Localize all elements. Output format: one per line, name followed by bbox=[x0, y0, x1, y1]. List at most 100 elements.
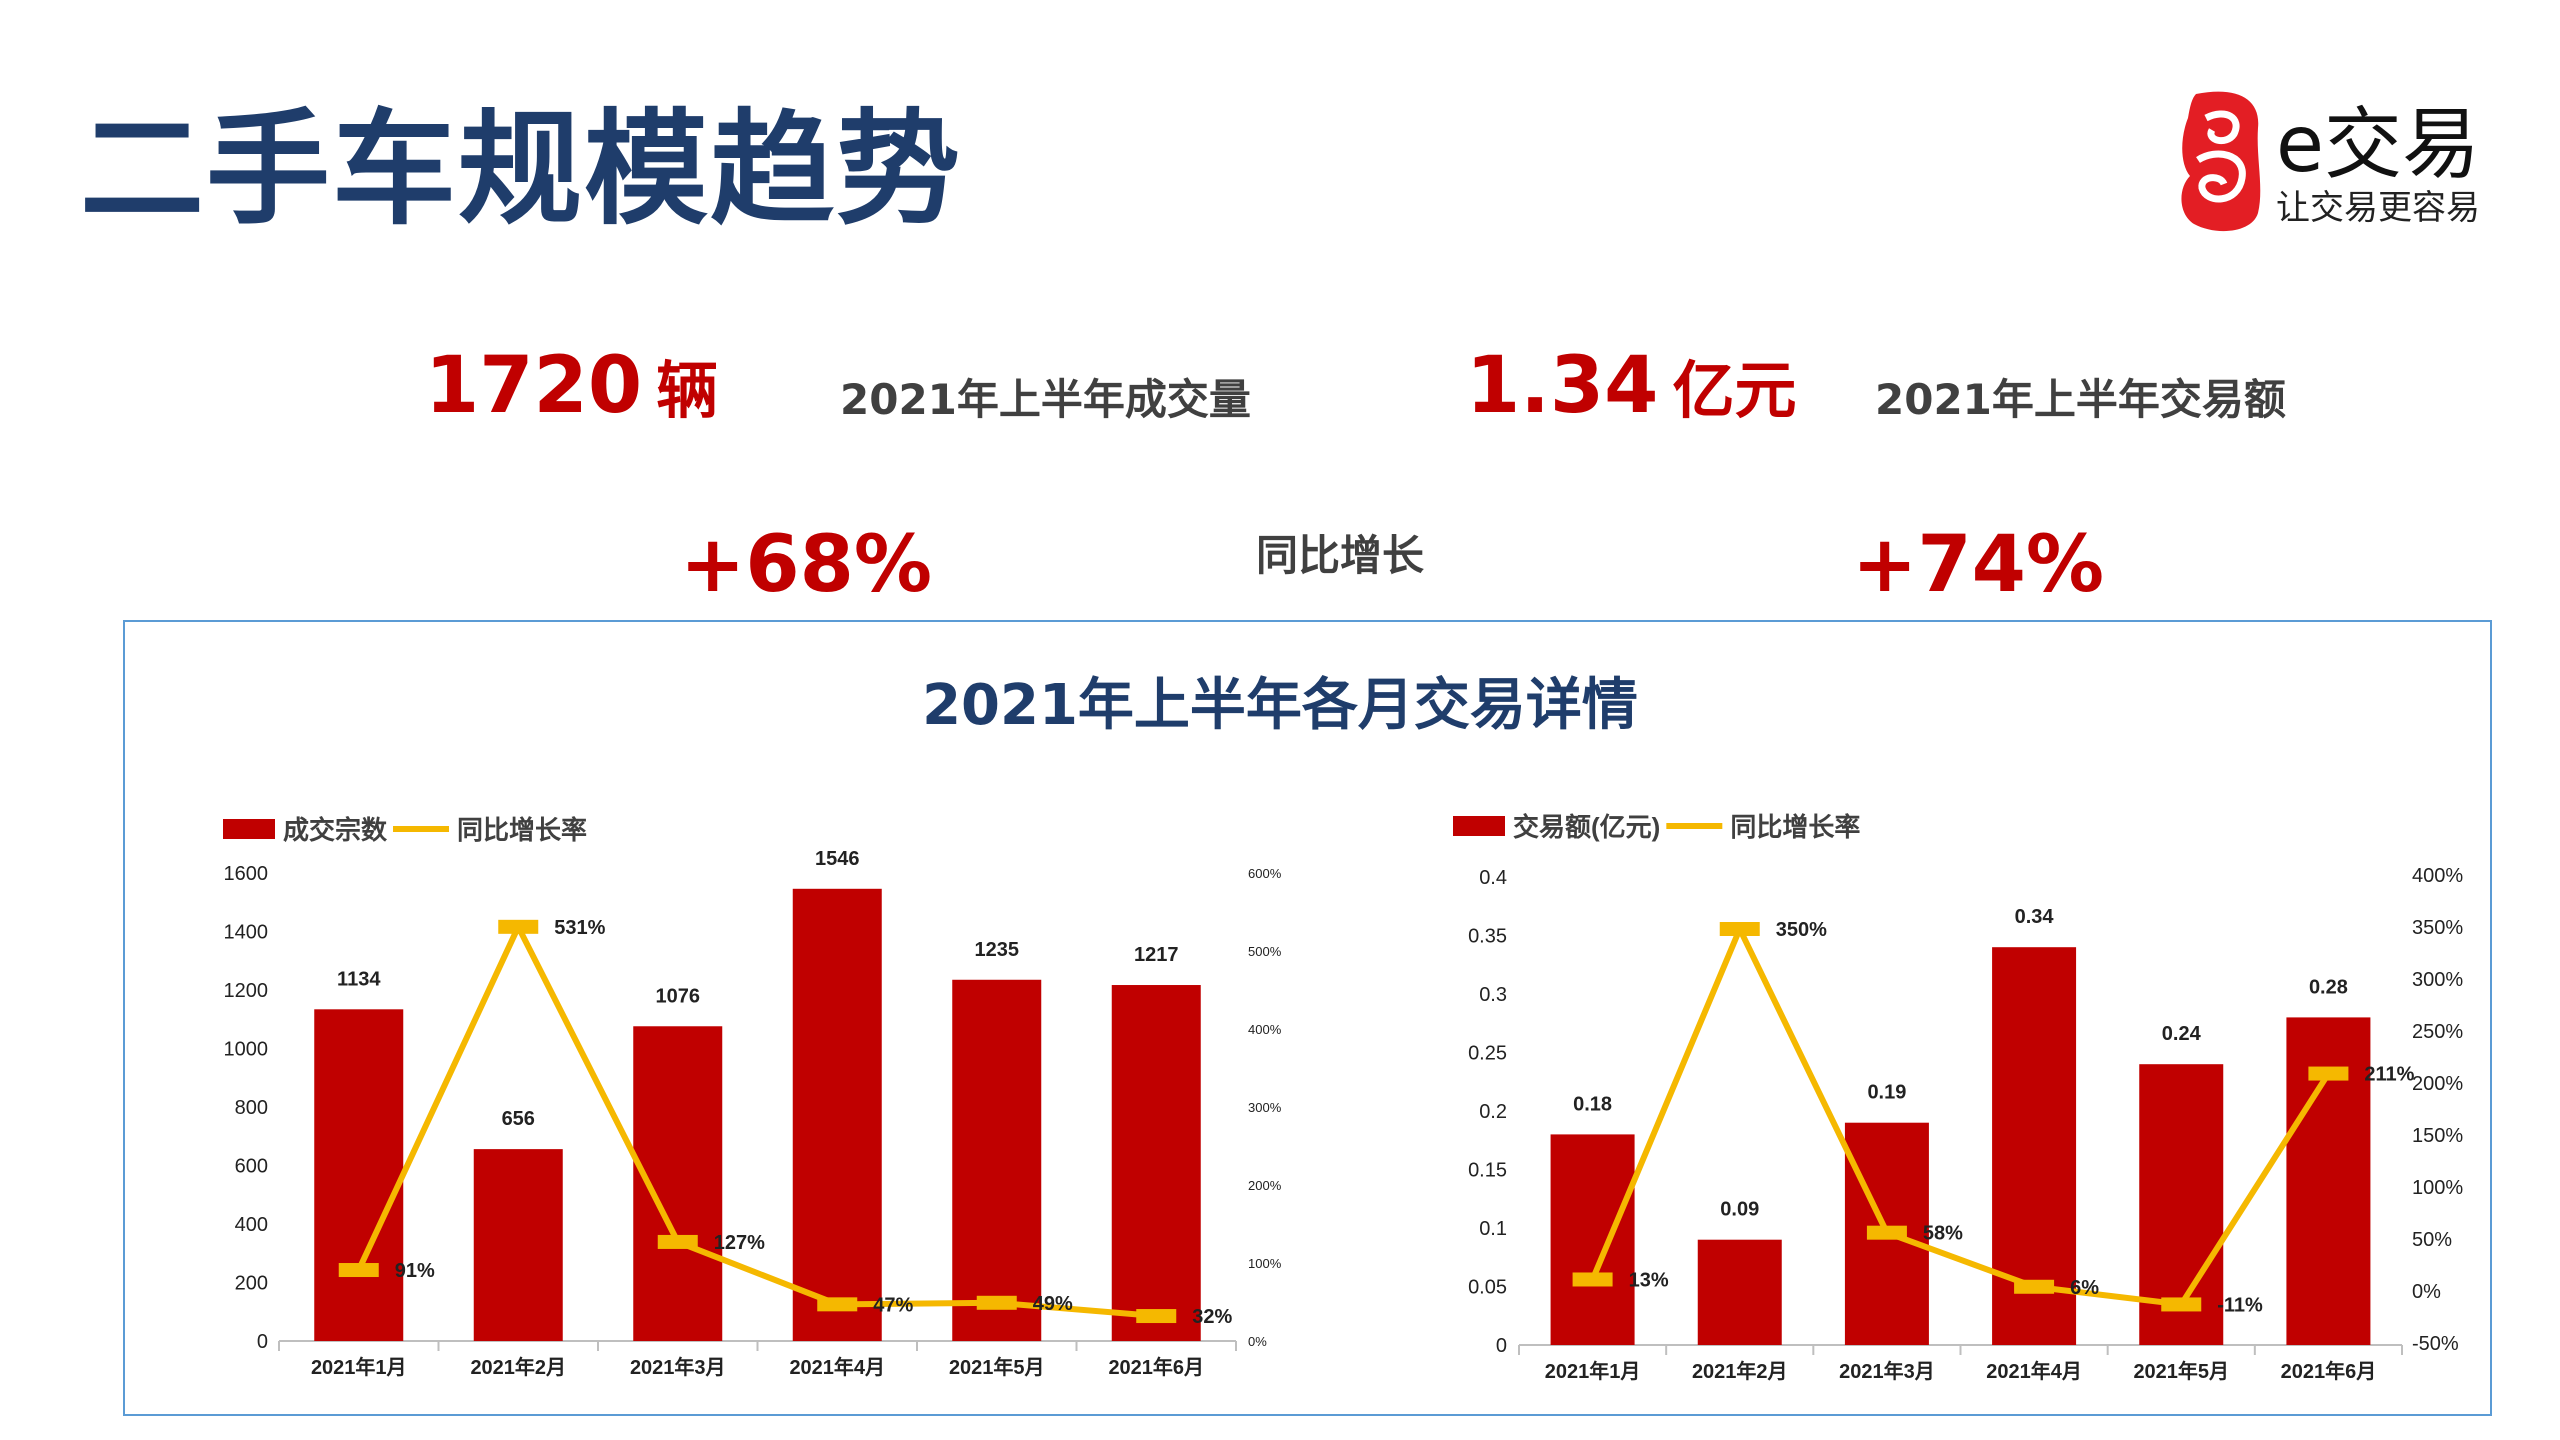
kpi-volume-unit: 辆 bbox=[656, 354, 719, 427]
growth-data-label: 127% bbox=[714, 1232, 765, 1254]
growth-marker bbox=[817, 1297, 858, 1312]
growth-data-label: 49% bbox=[1033, 1293, 1073, 1315]
bar-data-label: 656 bbox=[502, 1108, 535, 1130]
bar-data-label: 0.18 bbox=[1573, 1093, 1612, 1115]
x-axis-tick-label: 2021年3月 bbox=[630, 1355, 726, 1379]
x-axis-tick-label: 2021年5月 bbox=[2133, 1359, 2229, 1383]
growth-marker bbox=[1719, 922, 1760, 936]
legend-bar-label: 交易额(亿元) bbox=[1513, 812, 1660, 842]
bar-data-label: 1076 bbox=[656, 985, 701, 1007]
right-axis-tick: 300% bbox=[1248, 1100, 1282, 1115]
bar-data-label: 1235 bbox=[975, 939, 1020, 961]
x-axis-tick-label: 2021年2月 bbox=[1692, 1359, 1788, 1383]
left-axis-tick: 800 bbox=[235, 1097, 268, 1119]
right-axis-tick: 300% bbox=[2412, 969, 2463, 991]
x-axis-tick-label: 2021年6月 bbox=[1108, 1355, 1204, 1379]
growth-data-label: 91% bbox=[395, 1260, 435, 1282]
left-axis-tick: 0.3 bbox=[1479, 984, 1507, 1006]
growth-marker bbox=[1866, 1225, 1907, 1240]
right-axis-tick: 100% bbox=[2412, 1177, 2463, 1199]
growth-marker bbox=[1572, 1272, 1613, 1287]
left-axis-tick: 200 bbox=[235, 1273, 268, 1295]
brand-logo: e交易 让交易更容易 bbox=[2176, 88, 2486, 234]
monthly-detail-panel bbox=[123, 620, 2492, 1416]
kpi-volume-label: 2021年上半年成交量 bbox=[840, 375, 1251, 424]
x-axis-tick-label: 2021年2月 bbox=[470, 1355, 566, 1379]
left-axis-tick: 1600 bbox=[224, 863, 269, 885]
growth-data-label: 47% bbox=[873, 1294, 913, 1316]
kpi-volume-value: 1720 bbox=[425, 341, 643, 431]
legend-line-label: 同比增长率 bbox=[1730, 812, 1860, 842]
x-axis-tick-label: 2021年3月 bbox=[1839, 1359, 1935, 1383]
growth-data-label: 32% bbox=[1192, 1306, 1232, 1328]
bar-data-label: 0.34 bbox=[2015, 906, 2055, 928]
left-axis-tick: 600 bbox=[235, 1156, 268, 1178]
growth-marker bbox=[2161, 1297, 2202, 1312]
right-axis-tick: 50% bbox=[2412, 1229, 2452, 1251]
right-axis-tick: 400% bbox=[1248, 1022, 1282, 1037]
right-axis-tick: 500% bbox=[1248, 944, 1282, 959]
bar bbox=[1697, 1239, 1782, 1345]
growth-data-label: 531% bbox=[554, 917, 605, 939]
legend-bar-swatch bbox=[1453, 816, 1505, 836]
kpi-amount-growth: +74% bbox=[1852, 520, 2105, 610]
growth-data-label: -11% bbox=[2217, 1294, 2263, 1316]
x-axis-tick-label: 2021年1月 bbox=[311, 1355, 407, 1379]
bar-data-label: 1217 bbox=[1134, 944, 1179, 966]
right-axis-tick: 100% bbox=[1248, 1256, 1282, 1271]
x-axis-tick-label: 2021年1月 bbox=[1545, 1359, 1641, 1383]
kpi-volume-growth: +68% bbox=[680, 520, 933, 610]
legend-line-label: 同比增长率 bbox=[457, 815, 587, 845]
legend-bar-label: 成交宗数 bbox=[283, 815, 388, 845]
x-axis-tick-label: 2021年4月 bbox=[789, 1355, 885, 1379]
left-axis-tick: 0 bbox=[257, 1331, 268, 1353]
right-axis-tick: 0% bbox=[2412, 1281, 2441, 1303]
left-axis-tick: 1200 bbox=[224, 980, 269, 1002]
growth-marker bbox=[2308, 1066, 2349, 1081]
left-axis-tick: 1000 bbox=[224, 1039, 269, 1061]
bar-data-label: 1134 bbox=[337, 968, 381, 990]
right-axis-tick: -50% bbox=[2412, 1333, 2459, 1355]
kpi-amount-label: 2021年上半年交易额 bbox=[1875, 375, 2286, 424]
bar-data-label: 0.09 bbox=[1720, 1199, 1759, 1221]
left-axis-tick: 0.05 bbox=[1468, 1277, 1507, 1299]
left-axis-tick: 0.1 bbox=[1479, 1218, 1507, 1240]
growth-line bbox=[356, 923, 1157, 1320]
bar bbox=[952, 979, 1042, 1341]
growth-marker bbox=[498, 919, 539, 934]
right-axis-tick: 600% bbox=[1248, 866, 1282, 881]
panel-title: 2021年上半年各月交易详情 bbox=[922, 673, 1638, 738]
bar-data-label: 1546 bbox=[815, 848, 860, 870]
x-axis-tick-label: 2021年4月 bbox=[1986, 1359, 2082, 1383]
bar bbox=[1550, 1134, 1635, 1345]
left-axis-tick: 0.4 bbox=[1479, 867, 1507, 889]
left-axis-tick: 1400 bbox=[224, 922, 269, 944]
bar bbox=[792, 888, 882, 1341]
right-axis-tick: 200% bbox=[1248, 1178, 1282, 1193]
left-axis-tick: 0.35 bbox=[1468, 926, 1507, 948]
left-axis-tick: 0.15 bbox=[1468, 1160, 1507, 1182]
logo-wordmark: e交易 bbox=[2276, 100, 2480, 190]
page-title: 二手车规模趋势 bbox=[80, 98, 963, 242]
growth-marker bbox=[657, 1234, 698, 1249]
left-axis-tick: 0.25 bbox=[1468, 1043, 1507, 1065]
growth-data-label: 350% bbox=[1776, 919, 1827, 941]
right-axis-tick: 350% bbox=[2412, 917, 2463, 939]
kpi-amount-value: 1.34 bbox=[1466, 341, 1659, 431]
right-axis-tick: 150% bbox=[2412, 1125, 2463, 1147]
bar bbox=[473, 1149, 563, 1341]
logo-slogan: 让交易更容易 bbox=[2276, 188, 2480, 228]
right-axis-tick: 0% bbox=[1248, 1334, 1267, 1349]
right-axis-tick: 200% bbox=[2412, 1073, 2463, 1095]
legend-bar-swatch bbox=[223, 819, 275, 839]
growth-marker bbox=[338, 1263, 379, 1278]
kpi-volume: 1720 辆 bbox=[425, 340, 718, 431]
bar-data-label: 0.24 bbox=[2162, 1023, 2202, 1045]
x-axis-tick-label: 2021年5月 bbox=[949, 1355, 1045, 1379]
growth-marker bbox=[976, 1295, 1017, 1310]
left-axis-tick: 0.2 bbox=[1479, 1101, 1507, 1123]
growth-data-label: 211% bbox=[2364, 1064, 2414, 1086]
growth-data-label: 13% bbox=[1629, 1269, 1669, 1291]
bar bbox=[1111, 985, 1201, 1341]
